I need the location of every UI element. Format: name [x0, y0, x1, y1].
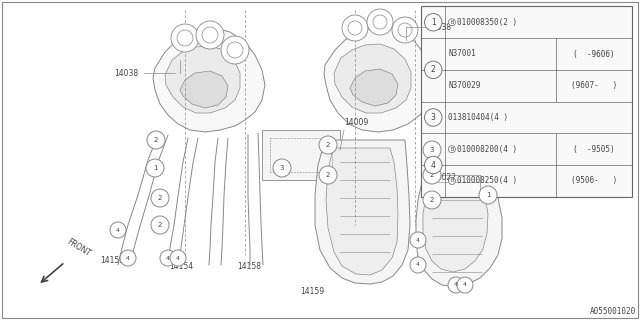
Text: 14154: 14154	[169, 262, 193, 271]
Text: (9506-   ): (9506- )	[571, 176, 618, 185]
Text: A055001020: A055001020	[589, 307, 636, 316]
Circle shape	[147, 131, 165, 149]
Text: (  -9606): ( -9606)	[573, 50, 615, 59]
Circle shape	[170, 250, 186, 266]
Text: 14009: 14009	[344, 118, 368, 127]
Circle shape	[410, 232, 426, 248]
Circle shape	[151, 189, 169, 207]
Circle shape	[319, 136, 337, 154]
Circle shape	[273, 159, 291, 177]
Text: 2: 2	[158, 195, 162, 201]
Circle shape	[202, 27, 218, 43]
Circle shape	[177, 30, 193, 46]
Circle shape	[423, 141, 441, 159]
Text: 2: 2	[431, 65, 436, 74]
Circle shape	[424, 109, 442, 126]
Text: 2: 2	[326, 172, 330, 178]
Polygon shape	[153, 28, 265, 132]
Circle shape	[342, 15, 368, 41]
Polygon shape	[326, 148, 398, 275]
Text: 14155: 14155	[100, 256, 124, 265]
Text: FRONT: FRONT	[65, 236, 92, 258]
Circle shape	[410, 257, 426, 273]
Text: 2: 2	[430, 172, 434, 178]
Text: 1: 1	[431, 18, 436, 27]
Circle shape	[319, 166, 337, 184]
Circle shape	[151, 216, 169, 234]
Circle shape	[457, 277, 473, 293]
Circle shape	[171, 24, 199, 52]
Text: 4: 4	[416, 237, 420, 243]
Text: B: B	[450, 179, 454, 183]
Text: 3: 3	[431, 113, 436, 122]
Text: 010008200(4 ): 010008200(4 )	[458, 145, 518, 154]
Circle shape	[398, 23, 412, 37]
Text: 4: 4	[416, 262, 420, 268]
Text: 4: 4	[176, 255, 180, 260]
Text: 2: 2	[326, 142, 330, 148]
Polygon shape	[324, 27, 432, 132]
Text: 013810404(4 ): 013810404(4 )	[449, 113, 509, 122]
Polygon shape	[262, 130, 340, 180]
Text: 2: 2	[154, 137, 158, 143]
Text: 14158: 14158	[237, 262, 262, 271]
Text: 4: 4	[116, 228, 120, 233]
Circle shape	[227, 42, 243, 58]
Text: B: B	[450, 147, 454, 152]
Polygon shape	[334, 44, 411, 113]
Text: 14159: 14159	[300, 287, 324, 296]
Circle shape	[424, 13, 442, 31]
Text: 010008250(4 ): 010008250(4 )	[458, 176, 518, 185]
Circle shape	[449, 19, 456, 26]
Text: 14022: 14022	[432, 173, 456, 182]
Circle shape	[449, 177, 456, 184]
Text: 4: 4	[431, 161, 436, 170]
Text: N370029: N370029	[449, 81, 481, 90]
Circle shape	[423, 166, 441, 184]
Polygon shape	[423, 165, 488, 272]
Circle shape	[392, 17, 418, 43]
Circle shape	[221, 36, 249, 64]
Polygon shape	[165, 46, 240, 113]
Circle shape	[373, 15, 387, 29]
Circle shape	[120, 250, 136, 266]
Text: 2: 2	[430, 197, 434, 203]
Polygon shape	[180, 71, 228, 108]
Circle shape	[424, 61, 442, 79]
Circle shape	[448, 277, 464, 293]
Circle shape	[160, 250, 176, 266]
Text: 1: 1	[153, 165, 157, 171]
Bar	[421, 6, 632, 197]
Text: B: B	[450, 20, 454, 25]
Text: (  -9505): ( -9505)	[573, 145, 615, 154]
Circle shape	[367, 9, 393, 35]
Circle shape	[423, 191, 441, 209]
Polygon shape	[416, 158, 502, 287]
Text: (9607-   ): (9607- )	[571, 81, 618, 90]
Text: 4: 4	[463, 283, 467, 287]
Text: 4: 4	[126, 255, 130, 260]
Text: 3: 3	[280, 165, 284, 171]
Circle shape	[449, 146, 456, 153]
Circle shape	[348, 21, 362, 35]
Text: 14038: 14038	[114, 68, 138, 77]
Circle shape	[146, 159, 164, 177]
Polygon shape	[315, 140, 410, 284]
Text: 14038: 14038	[427, 22, 451, 31]
Circle shape	[424, 156, 442, 174]
Circle shape	[110, 222, 126, 238]
Text: 4: 4	[166, 255, 170, 260]
Text: 3: 3	[429, 147, 435, 153]
Text: 2: 2	[158, 222, 162, 228]
Text: 010008350(2 ): 010008350(2 )	[458, 18, 518, 27]
Polygon shape	[350, 69, 398, 106]
Text: 4: 4	[454, 283, 458, 287]
Text: 1: 1	[486, 192, 490, 198]
Text: N37001: N37001	[449, 50, 476, 59]
Circle shape	[479, 186, 497, 204]
Circle shape	[196, 21, 224, 49]
